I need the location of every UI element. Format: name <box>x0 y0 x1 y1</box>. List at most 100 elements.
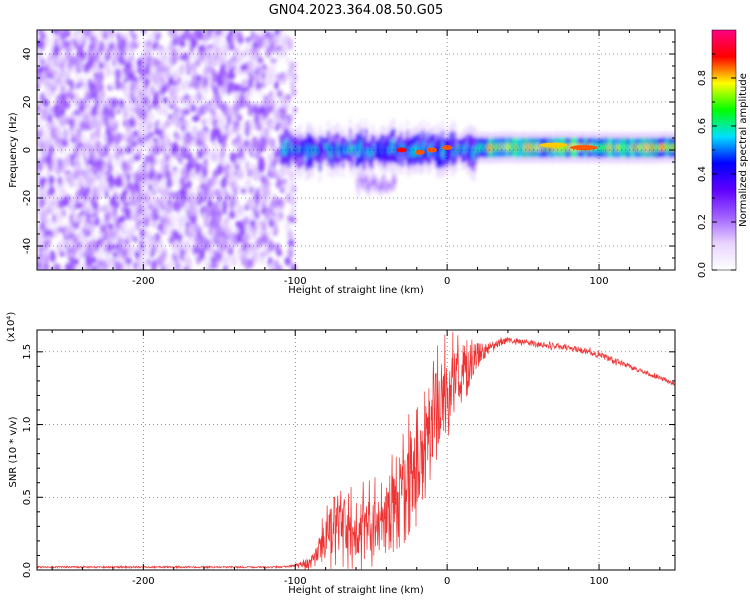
spectrogram-cell <box>339 145 342 152</box>
spectrogram-cell <box>215 57 222 67</box>
spectrogram-cell <box>258 57 264 64</box>
spectrogram-cell <box>112 238 118 246</box>
spectrogram-cell <box>326 143 329 152</box>
spectrogram-cell <box>139 228 146 239</box>
spectrogram-cell <box>175 35 183 44</box>
spectrogram-cell <box>380 142 384 155</box>
spectrogram-cell <box>113 191 118 201</box>
spectrogram-cell <box>291 216 296 224</box>
spectrogram-cell <box>121 160 129 172</box>
snr-y-tick-label: 0.0 <box>22 562 33 578</box>
spectrogram-cell <box>328 150 331 158</box>
spectrogram-cell <box>59 131 65 140</box>
snr-x-tick-label: -100 <box>284 576 307 587</box>
spectrogram-cell <box>263 75 270 86</box>
spectrogram-cell <box>613 143 616 152</box>
spectrogram-cell <box>258 90 264 98</box>
spectrogram-cell <box>295 144 299 155</box>
spectrogram-cell <box>183 265 190 270</box>
spectrogram-cell <box>406 140 409 155</box>
spectrogram-cell <box>524 143 528 152</box>
spectrogram-cell <box>42 98 50 108</box>
spectrogram-cell <box>77 57 83 66</box>
spectrogram-cell <box>98 88 103 101</box>
spectrogram-cell <box>305 147 308 161</box>
spectrogram-cell <box>214 202 219 215</box>
spectrogram-cell <box>185 119 192 129</box>
spectrogram-cell <box>39 108 46 120</box>
spectrogram-cell <box>93 89 99 101</box>
spectrogram-cell <box>665 143 669 152</box>
spectrogram-cell <box>133 89 140 100</box>
spectrogram-cell <box>125 257 132 265</box>
spectrogram-cell <box>369 181 372 187</box>
spectrogram-cell <box>109 42 115 51</box>
spectrogram-cell <box>344 149 347 156</box>
spectrogram-cell <box>469 141 472 153</box>
spectrogram-cell <box>362 181 365 185</box>
spectrogram-cell <box>357 142 361 149</box>
spectrogram-cell <box>109 108 115 120</box>
spectrogram-cell <box>77 177 83 188</box>
spectrogram-cell <box>106 160 112 173</box>
spectrogram-cell <box>538 143 541 152</box>
spectrogram-cell <box>395 149 398 158</box>
spectrogram-cell <box>195 197 203 206</box>
spectrogram-cell <box>605 144 608 152</box>
spectrogram-cell <box>645 144 648 152</box>
spectrogram-cell <box>642 144 645 153</box>
spectrogram-cell <box>283 140 286 155</box>
spectrogram-cell <box>69 144 76 152</box>
spectrogram-cell <box>62 116 68 124</box>
spectrogram-cell <box>110 81 116 89</box>
spectrogram-cell <box>39 229 44 241</box>
spectrogram-cell <box>393 138 396 153</box>
spectrogram-cell <box>50 251 56 263</box>
spectrogram-cell <box>541 144 545 152</box>
spectrogram-cell <box>567 143 570 151</box>
spectrogram-cell <box>355 144 358 158</box>
snr-y-label: SNR (10 * v/v) <box>8 416 19 487</box>
spectrogram-cell <box>214 188 221 198</box>
spectrogram-cell <box>82 111 90 124</box>
spectrogram-cell <box>242 244 247 252</box>
spectrogram-cell <box>105 257 111 265</box>
spectrogram-cell <box>640 143 643 151</box>
spectrogram-cell <box>416 142 419 155</box>
spectrogram-cell <box>95 81 102 91</box>
spectrogram-cell <box>162 248 167 260</box>
spectrogram-cell <box>88 207 95 215</box>
spectrogram-cell <box>120 81 126 91</box>
spectrogram-cell <box>560 144 563 153</box>
spectrogram-cell <box>96 238 104 246</box>
spectrogram-cell <box>270 138 275 146</box>
spectrogram-cell <box>125 262 131 270</box>
spectrogram-cell <box>227 40 234 52</box>
spectrogram-cell <box>213 143 219 155</box>
spectrogram-cell <box>104 211 111 224</box>
spectrogram-cell <box>155 257 163 267</box>
spectrogram-cell <box>325 142 328 149</box>
spectrogram-x-tick-label: 0 <box>444 276 450 287</box>
spectrogram-cell <box>283 74 288 81</box>
spectrogram-cell <box>329 146 333 153</box>
spectrogram-cell <box>98 30 104 39</box>
spectrogram-cell <box>201 94 207 102</box>
spectrogram-cell <box>48 58 55 71</box>
spectrogram-cell <box>323 144 326 154</box>
spectrogram-cell <box>270 167 275 177</box>
spectrogram-cell <box>114 200 120 209</box>
spectrogram-cell <box>257 144 265 153</box>
spectrogram-cell <box>275 73 282 81</box>
spectrogram-cell <box>116 32 121 42</box>
spectrogram-cell <box>248 120 255 128</box>
spectrogram-cell <box>130 183 136 196</box>
spectrogram-cell <box>203 55 210 66</box>
spectrogram-cell <box>246 169 253 178</box>
spectrogram-cell <box>104 250 110 259</box>
spectrogram-cell <box>126 94 132 107</box>
spectrogram-cell <box>184 226 190 237</box>
spectrogram-cell <box>117 54 124 65</box>
spectrogram-cell <box>63 173 71 181</box>
spectrogram-cell <box>664 143 667 151</box>
